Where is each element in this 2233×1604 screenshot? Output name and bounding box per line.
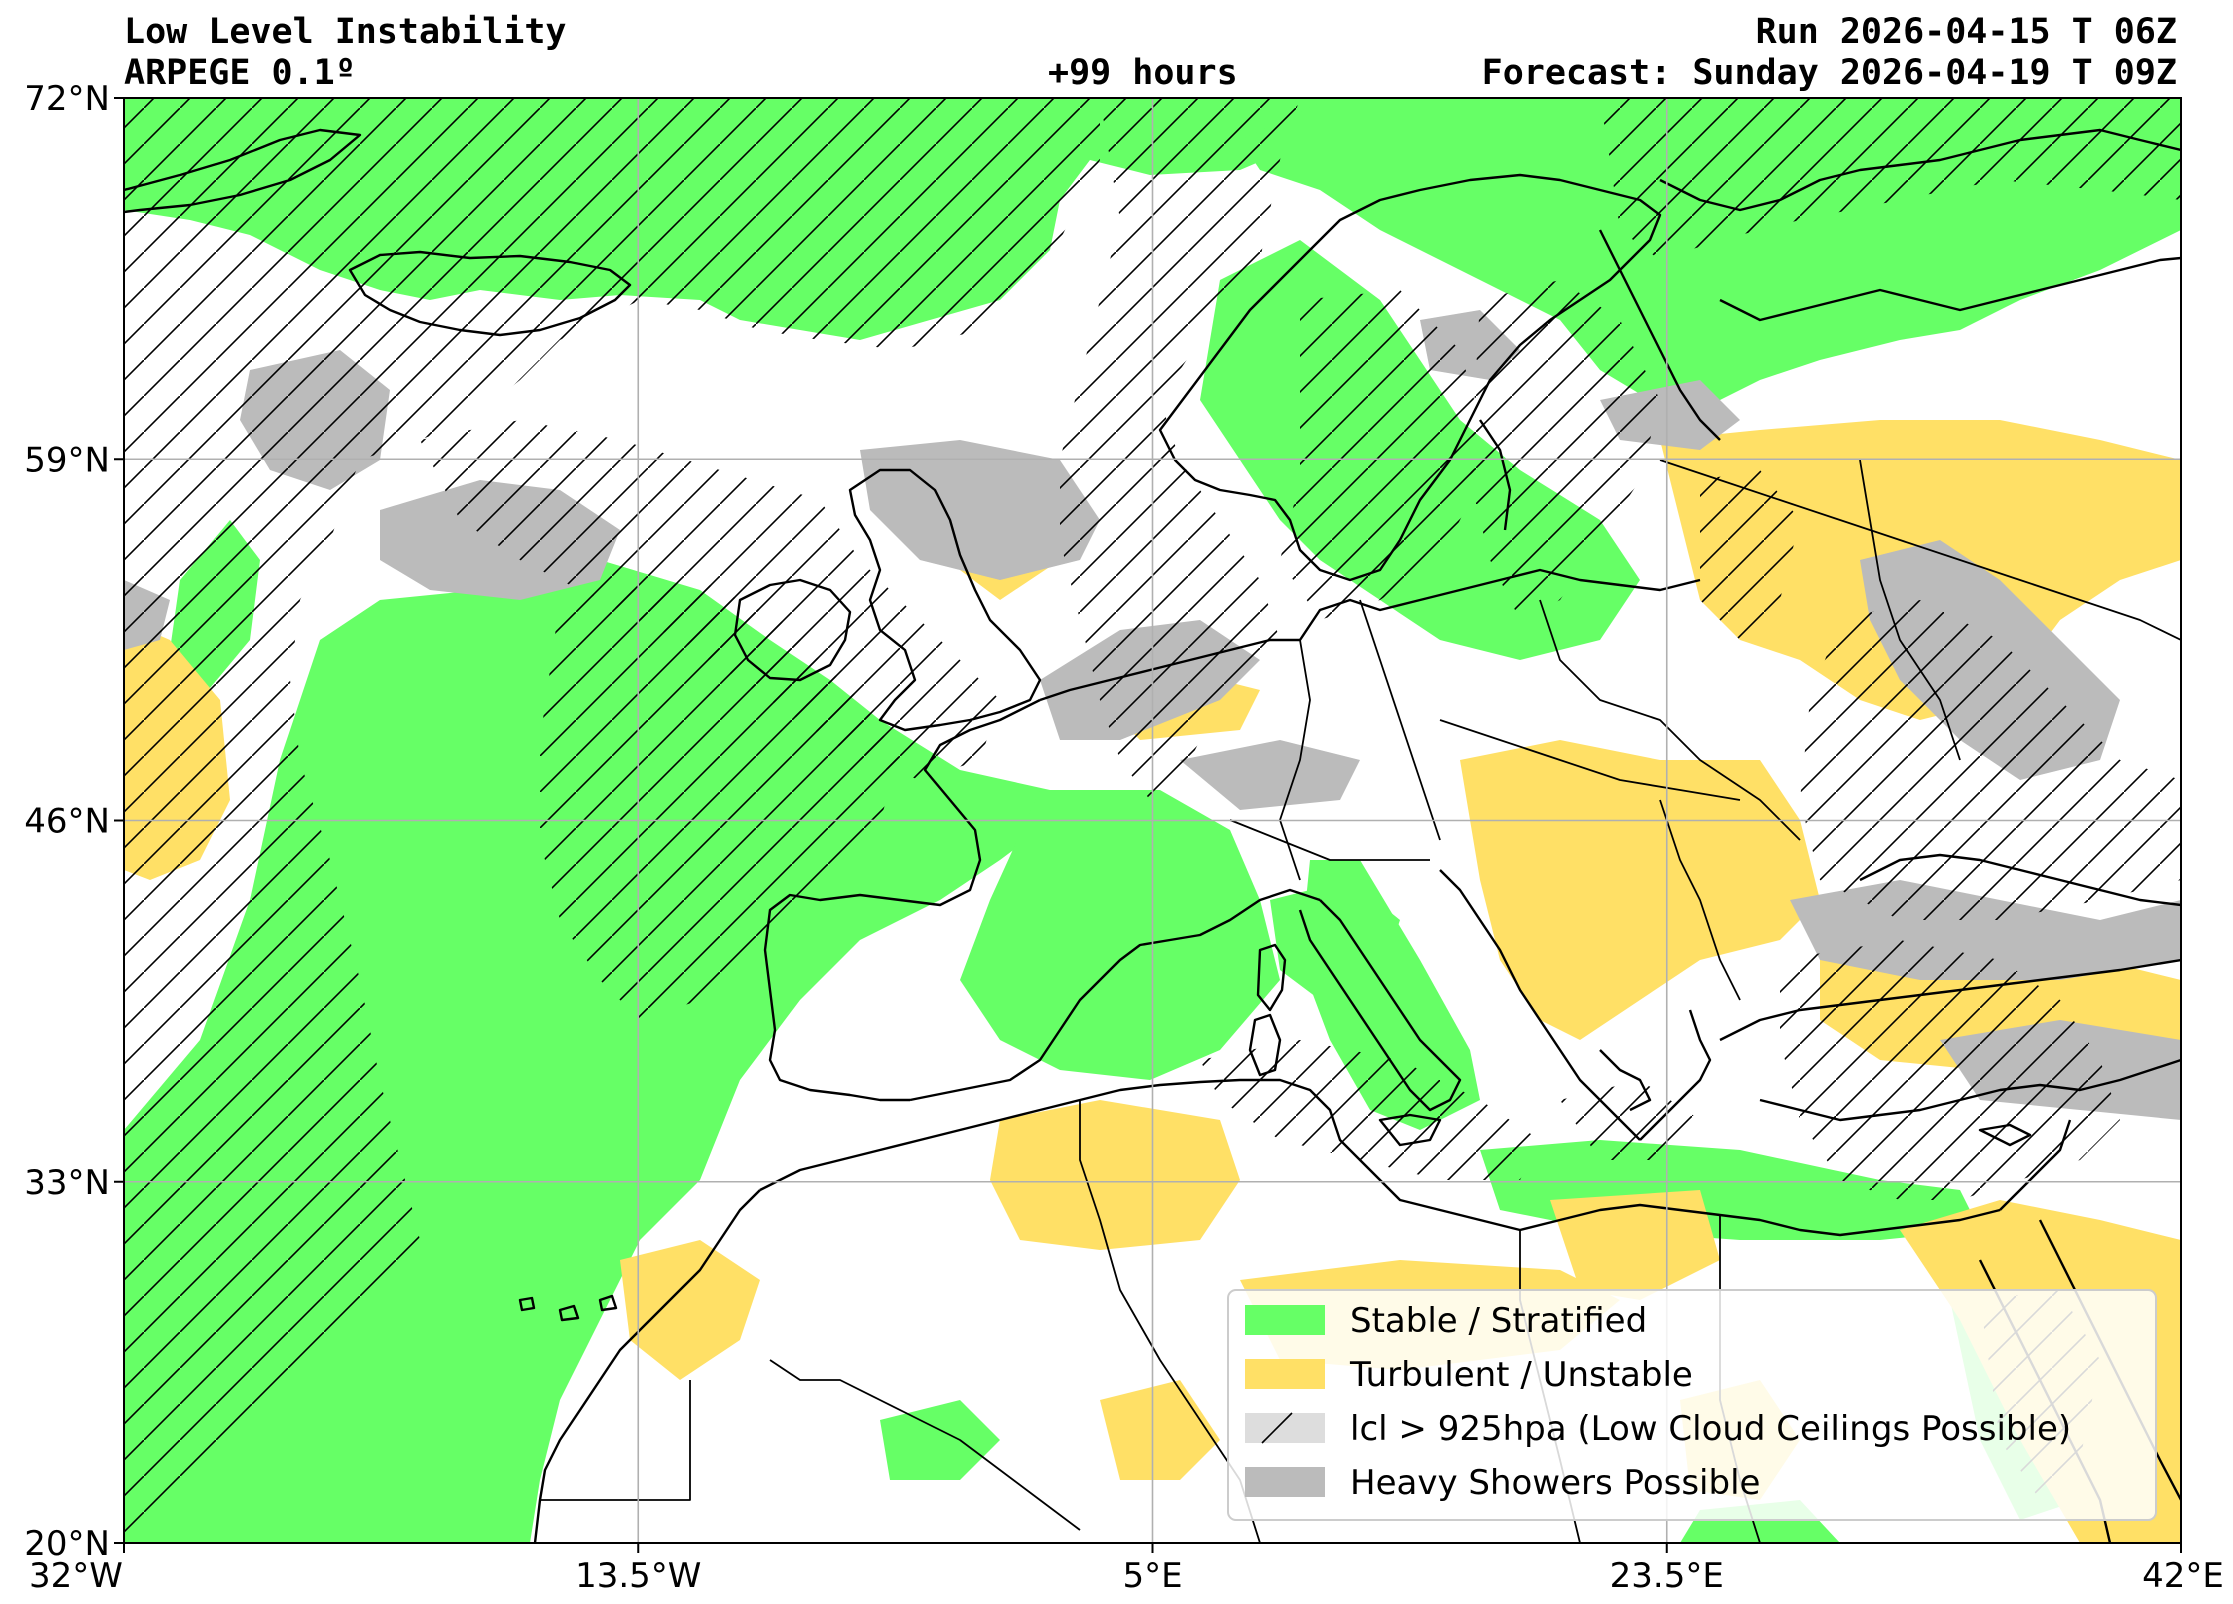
coastline-layer bbox=[124, 128, 2181, 1543]
legend-label-showers: Heavy Showers Possible bbox=[1350, 1463, 1760, 1503]
legend-hatch-mark bbox=[1261, 1412, 1293, 1444]
legend-label-lcl: lcl > 925hpa (Low Cloud Ceilings Possibl… bbox=[1350, 1409, 2071, 1449]
legend-label-stable: Stable / Stratified bbox=[1350, 1301, 1647, 1341]
lon-tick-label: 23.5°E bbox=[1610, 1556, 1724, 1596]
lat-tick-label: 59°N bbox=[24, 440, 110, 480]
lat-tick-label: 33°N bbox=[24, 1163, 110, 1203]
lead-time-label: +99 hours bbox=[1048, 53, 1238, 93]
lon-tick-label: 32°W bbox=[29, 1556, 123, 1596]
axis-ticks: 32°W 13.5°W 5°E 23.5°E 42°E 72°N 59°N 46°N 33°N 2… bbox=[24, 79, 2224, 1596]
lat-tick-label: 72°N bbox=[24, 79, 110, 119]
legend-swatch-turbulent bbox=[1245, 1359, 1325, 1389]
lon-tick-label: 13.5°W bbox=[575, 1556, 701, 1596]
legend-swatch-showers bbox=[1245, 1467, 1325, 1497]
map-title: Low Level Instability bbox=[124, 12, 567, 52]
legend-swatch-stable bbox=[1245, 1305, 1325, 1335]
legend-label-turbulent: Turbulent / Unstable bbox=[1349, 1355, 1693, 1395]
lon-tick-label: 42°E bbox=[2142, 1556, 2224, 1596]
run-time-label: Run 2026-04-15 T 06Z bbox=[1755, 12, 2177, 52]
map-fields bbox=[124, 98, 2181, 1543]
legend-box bbox=[1227, 1289, 2157, 1521]
forecast-time-label: Forecast: Sunday 2026-04-19 T 09Z bbox=[1481, 53, 2177, 93]
lat-tick-label: 20°N bbox=[24, 1524, 110, 1564]
model-label: ARPEGE 0.1º bbox=[124, 53, 356, 93]
lat-tick-label: 46°N bbox=[24, 802, 110, 842]
legend-swatch-lcl bbox=[1245, 1413, 1325, 1443]
lon-tick-label: 5°E bbox=[1122, 1556, 1182, 1596]
map-legend: Stable / Stratified Turbulent / Unstable l… bbox=[1227, 1289, 2157, 1521]
